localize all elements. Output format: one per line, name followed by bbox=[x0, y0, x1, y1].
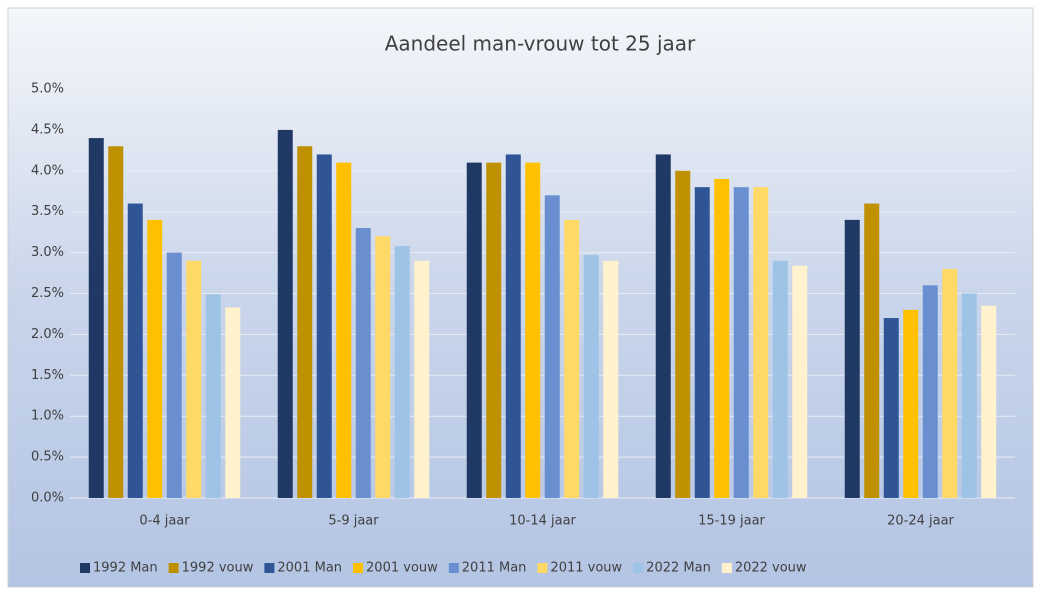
y-tick-label: 3.0% bbox=[31, 245, 64, 260]
bar bbox=[564, 219, 580, 498]
bar bbox=[375, 236, 391, 499]
bar bbox=[486, 162, 502, 498]
bar bbox=[225, 307, 241, 498]
legend-swatch bbox=[448, 563, 459, 573]
bar bbox=[903, 309, 919, 498]
bar bbox=[922, 285, 938, 498]
y-tick-label: 5.0% bbox=[31, 82, 64, 97]
legend-label: 2022 Man bbox=[646, 561, 711, 576]
legend-label: 2011 Man bbox=[462, 561, 527, 576]
legend-label: 2001 Man bbox=[277, 561, 342, 576]
legend-label: 1992 vouw bbox=[182, 561, 254, 576]
bar bbox=[583, 255, 599, 498]
legend-swatch bbox=[537, 563, 548, 573]
bar bbox=[655, 154, 671, 498]
y-tick-label: 1.0% bbox=[31, 409, 64, 424]
legend-label: 2011 vouw bbox=[550, 561, 622, 576]
y-tick-label: 4.0% bbox=[31, 163, 64, 178]
bar bbox=[297, 146, 313, 498]
y-tick-label: 0.5% bbox=[31, 450, 64, 465]
bar bbox=[355, 228, 371, 498]
bar bbox=[127, 203, 143, 498]
y-tick-label: 3.5% bbox=[31, 204, 64, 219]
bar bbox=[414, 260, 430, 498]
bar bbox=[714, 178, 730, 499]
y-tick-label: 0.0% bbox=[31, 491, 64, 506]
chart-title: Aandeel man-vrouw tot 25 jaar bbox=[385, 32, 696, 56]
bar bbox=[466, 162, 482, 498]
bar bbox=[505, 154, 521, 498]
bar bbox=[277, 129, 293, 498]
bar bbox=[166, 252, 182, 498]
legend-swatch bbox=[721, 563, 732, 573]
bar bbox=[675, 170, 691, 499]
bar bbox=[792, 265, 808, 498]
bar bbox=[753, 187, 769, 498]
bar bbox=[981, 305, 997, 498]
legend-label: 1992 Man bbox=[93, 561, 158, 576]
x-tick-label: 20-24 jaar bbox=[887, 514, 954, 529]
bar bbox=[186, 260, 202, 498]
bar bbox=[394, 246, 410, 498]
y-tick-label: 2.5% bbox=[31, 286, 64, 301]
bar bbox=[544, 195, 560, 498]
bar bbox=[942, 268, 958, 498]
bar bbox=[772, 260, 788, 498]
legend-label: 2022 vouw bbox=[735, 561, 807, 576]
legend-swatch bbox=[633, 563, 644, 573]
bar bbox=[603, 260, 619, 498]
x-tick-label: 10-14 jaar bbox=[509, 514, 576, 529]
x-tick-label: 15-19 jaar bbox=[698, 514, 765, 529]
bar bbox=[336, 162, 352, 498]
legend-label: 2001 vouw bbox=[366, 561, 438, 576]
legend-swatch bbox=[264, 563, 275, 573]
y-tick-label: 4.5% bbox=[31, 122, 64, 137]
y-tick-label: 2.0% bbox=[31, 327, 64, 342]
legend-swatch bbox=[168, 563, 179, 573]
legend-swatch bbox=[80, 563, 90, 573]
bar bbox=[961, 293, 977, 498]
bar bbox=[108, 146, 124, 498]
bar bbox=[733, 187, 749, 498]
legend-swatch bbox=[353, 563, 364, 573]
bar bbox=[694, 187, 710, 498]
bar bbox=[864, 203, 880, 498]
x-tick-label: 5-9 jaar bbox=[328, 514, 379, 529]
bar bbox=[844, 219, 860, 498]
bar bbox=[88, 138, 104, 498]
bar bbox=[525, 162, 541, 498]
bar bbox=[316, 154, 332, 498]
bar bbox=[205, 294, 221, 498]
bar bbox=[883, 318, 899, 498]
y-tick-label: 1.5% bbox=[31, 368, 64, 383]
bar bbox=[147, 219, 163, 498]
x-tick-label: 0-4 jaar bbox=[139, 514, 190, 529]
